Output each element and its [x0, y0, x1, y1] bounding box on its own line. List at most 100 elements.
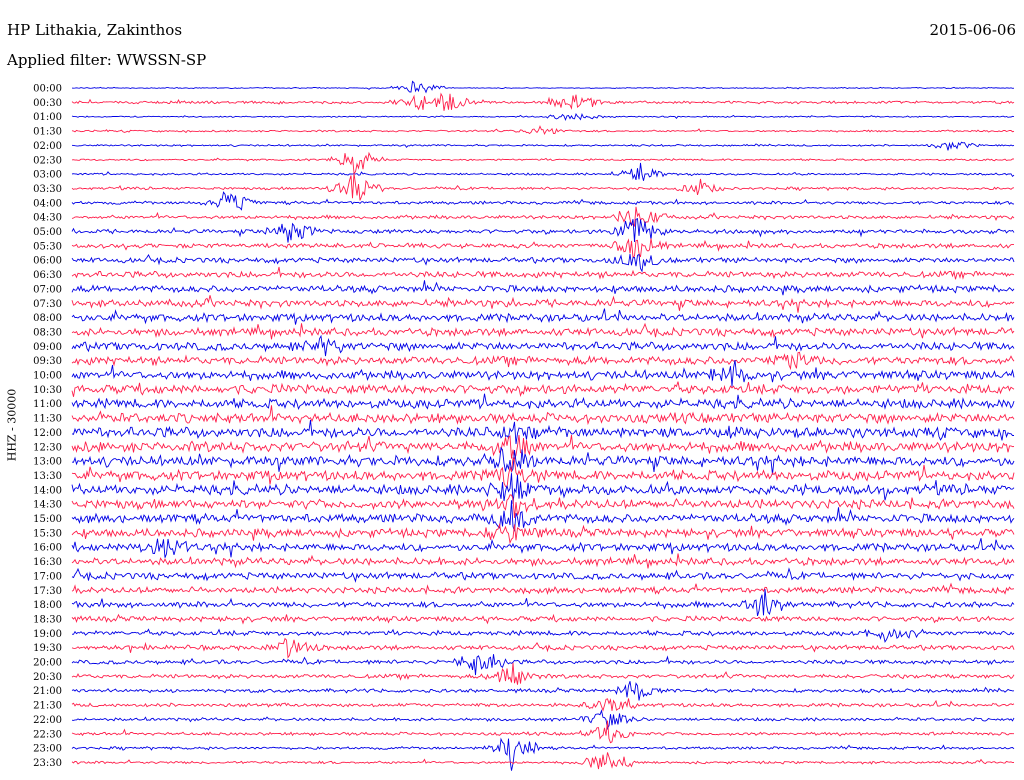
filter-label: Applied filter: WWSSN-SP [7, 51, 207, 69]
seismic-trace-2230 [71, 720, 1014, 744]
row-time-label: 10:00 [33, 371, 62, 382]
seismic-trace-1600 [71, 538, 1015, 558]
row-time-label: 14:30 [33, 500, 62, 511]
seismic-trace-1530 [71, 522, 1015, 545]
row-time-label: 11:00 [33, 399, 62, 410]
seismic-trace-1430 [71, 494, 1015, 518]
seismic-trace-0830 [71, 322, 1015, 340]
row-time-label: 08:00 [33, 313, 62, 324]
seismic-trace-1400 [71, 473, 1015, 504]
row-time-label: 22:30 [33, 729, 62, 740]
seismic-trace-0300 [71, 162, 1015, 181]
seismic-trace-1500 [71, 500, 1015, 532]
seismic-trace-0100 [71, 112, 1015, 122]
seismic-trace-0230 [71, 151, 1015, 175]
seismic-trace-2100 [71, 681, 1015, 701]
row-time-label: 14:00 [33, 485, 62, 496]
seismic-trace-1700 [71, 567, 1015, 583]
seismic-trace-2300 [71, 737, 1015, 771]
seismic-trace-1300 [71, 446, 1015, 475]
row-time-label: 03:30 [33, 184, 62, 195]
seismic-trace-1230 [71, 434, 1015, 460]
trace-group [71, 80, 1015, 771]
seismic-trace-1830 [71, 613, 1015, 625]
row-time-label: 05:30 [33, 241, 62, 252]
seismic-trace-0130 [71, 125, 1015, 136]
seismic-trace-1730 [71, 582, 1015, 596]
row-time-label: 17:00 [33, 571, 62, 582]
seismic-trace-1930 [71, 637, 1015, 659]
seismic-trace-0500 [71, 218, 1015, 243]
row-time-label: 18:00 [33, 600, 62, 611]
row-time-label: 02:00 [33, 141, 62, 152]
seismic-trace-1200 [71, 419, 1014, 445]
row-time-label: 02:30 [33, 155, 62, 166]
seismic-trace-0900 [71, 334, 1015, 357]
seismic-trace-2030 [71, 662, 1015, 685]
row-time-label: 22:00 [33, 715, 62, 726]
time-label-group: 00:00 00:30 01:00 01:30 02:00 02:30 03:00 03:30… [33, 84, 62, 769]
row-time-label: 08:30 [33, 327, 62, 338]
seismic-trace-0430 [71, 206, 1015, 228]
row-time-label: 23:30 [33, 758, 62, 769]
seismic-trace-0600 [71, 253, 1015, 273]
record-date: 2015-06-06 [929, 21, 1016, 39]
row-time-label: 09:00 [33, 342, 62, 353]
seismic-trace-1130 [71, 405, 1015, 426]
row-time-label: 04:00 [33, 198, 62, 209]
row-time-label: 00:00 [33, 84, 62, 95]
row-time-label: 18:30 [33, 614, 62, 625]
seismic-trace-2200 [71, 709, 1015, 731]
seismic-trace-0400 [71, 191, 1015, 211]
seismic-trace-2130 [71, 698, 1015, 712]
seismic-trace-0000 [71, 80, 1015, 94]
row-time-label: 12:30 [33, 442, 62, 453]
row-time-label: 13:00 [33, 457, 62, 468]
row-time-label: 00:30 [33, 98, 62, 109]
row-time-label: 19:00 [33, 629, 62, 640]
seismic-trace-1800 [71, 588, 1015, 617]
row-time-label: 03:00 [33, 170, 62, 181]
row-time-label: 20:30 [33, 672, 62, 683]
row-time-label: 04:30 [33, 213, 62, 224]
seismic-trace-1030 [71, 381, 1015, 398]
seismic-trace-0030 [71, 92, 1015, 111]
row-time-label: 21:30 [33, 701, 62, 712]
row-time-label: 19:30 [33, 643, 62, 654]
row-time-label: 20:00 [33, 658, 62, 669]
seismic-trace-2330 [71, 752, 1015, 770]
row-time-label: 06:00 [33, 256, 62, 267]
row-time-label: 23:00 [33, 744, 62, 755]
seismic-trace-0930 [71, 351, 1015, 371]
seismic-trace-1330 [71, 456, 1015, 489]
row-time-label: 16:30 [33, 557, 62, 568]
station-title: HP Lithakia, Zakinthos [7, 21, 183, 39]
seismic-trace-1000 [71, 360, 1015, 387]
row-time-label: 16:00 [33, 543, 62, 554]
row-time-label: 13:30 [33, 471, 62, 482]
row-time-label: 11:30 [33, 414, 62, 425]
row-time-label: 15:00 [33, 514, 62, 525]
seismic-trace-1630 [71, 553, 1015, 569]
seismic-trace-0630 [71, 266, 1015, 280]
row-time-label: 07:30 [33, 299, 62, 310]
seismic-trace-1900 [71, 628, 1015, 643]
seismic-trace-0200 [71, 141, 1015, 151]
row-time-label: 01:30 [33, 127, 62, 138]
seismic-trace-0730 [71, 295, 1015, 313]
row-time-label: 10:30 [33, 385, 62, 396]
seismic-trace-0530 [71, 238, 1014, 259]
seismic-trace-0800 [71, 308, 1015, 325]
row-time-label: 21:00 [33, 686, 62, 697]
row-time-label: 06:30 [33, 270, 62, 281]
seismic-trace-0700 [71, 280, 1015, 296]
seismic-trace-0330 [71, 172, 1015, 201]
row-time-label: 07:00 [33, 284, 62, 295]
row-time-label: 09:30 [33, 356, 62, 367]
seismic-trace-1100 [71, 393, 1015, 411]
row-time-label: 01:00 [33, 112, 62, 123]
row-time-label: 05:00 [33, 227, 62, 238]
row-time-label: 17:30 [33, 586, 62, 597]
row-time-label: 12:00 [33, 428, 62, 439]
